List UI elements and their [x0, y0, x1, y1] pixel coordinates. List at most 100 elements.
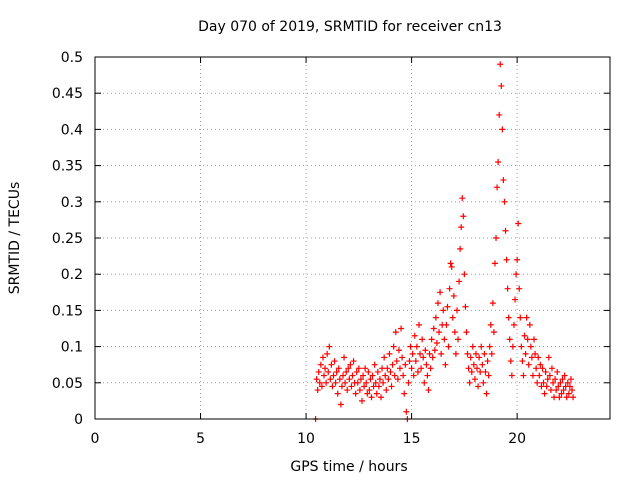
- data-point: [323, 379, 330, 386]
- axis-ticks: 0 0.05 0.1 0.15 0.2 0.25 0.3 0.35 0.4 0.45 0.5 0 5 10…: [52, 50, 610, 447]
- y-tick-label: 0.5: [61, 50, 83, 66]
- data-point: [313, 376, 320, 383]
- data-point: [497, 61, 504, 68]
- data-point: [322, 365, 329, 372]
- data-point: [355, 365, 362, 372]
- data-point: [515, 220, 522, 227]
- data-point: [521, 332, 528, 339]
- data-point: [504, 285, 511, 292]
- data-point: [330, 372, 337, 379]
- data-point: [384, 365, 391, 372]
- data-point: [540, 379, 547, 386]
- data-point: [464, 350, 471, 357]
- data-point: [343, 368, 350, 375]
- data-point: [527, 343, 534, 350]
- data-point: [462, 303, 469, 310]
- data-point: [471, 376, 478, 383]
- data-point: [368, 394, 375, 401]
- data-point: [369, 372, 376, 379]
- data-point: [563, 394, 570, 401]
- data-point: [474, 365, 481, 372]
- data-point: [318, 383, 325, 390]
- data-point: [469, 343, 476, 350]
- data-point: [395, 347, 402, 354]
- data-point: [423, 361, 430, 368]
- data-point: [446, 285, 453, 292]
- data-point: [539, 365, 546, 372]
- data-point: [321, 372, 328, 379]
- data-points: [312, 61, 577, 422]
- data-point: [455, 336, 462, 343]
- data-point: [390, 343, 397, 350]
- data-point: [518, 343, 525, 350]
- data-point: [452, 350, 459, 357]
- data-point: [367, 376, 374, 383]
- data-point: [500, 177, 507, 184]
- data-point: [523, 314, 530, 321]
- data-point: [453, 307, 460, 314]
- data-point: [360, 372, 367, 379]
- data-point: [535, 354, 542, 361]
- data-point: [472, 350, 479, 357]
- data-point: [346, 376, 353, 383]
- data-point: [409, 350, 416, 357]
- data-point: [520, 372, 527, 379]
- data-point: [371, 361, 378, 368]
- x-tick-label: 10: [297, 431, 315, 447]
- data-point: [410, 372, 417, 379]
- data-point: [391, 372, 398, 379]
- data-point: [457, 245, 464, 252]
- data-point: [522, 350, 529, 357]
- data-point: [537, 361, 544, 368]
- data-point: [417, 350, 424, 357]
- data-point: [400, 372, 407, 379]
- data-point: [327, 376, 334, 383]
- data-point: [381, 354, 388, 361]
- data-point: [468, 368, 475, 375]
- data-point: [470, 361, 477, 368]
- data-point: [345, 365, 352, 372]
- data-point: [331, 358, 338, 365]
- data-point: [432, 314, 439, 321]
- data-point: [366, 387, 373, 394]
- data-point: [431, 347, 438, 354]
- data-point: [445, 343, 452, 350]
- data-point: [411, 332, 418, 339]
- data-point: [412, 358, 419, 365]
- data-point: [487, 321, 494, 328]
- data-point: [419, 336, 426, 343]
- x-tick-label: 5: [196, 431, 205, 447]
- data-point: [444, 303, 451, 310]
- data-point: [340, 372, 347, 379]
- data-point: [352, 390, 359, 397]
- data-point: [482, 368, 489, 375]
- data-point: [547, 387, 554, 394]
- data-point: [560, 387, 567, 394]
- data-point: [335, 365, 342, 372]
- grid: [95, 57, 610, 419]
- data-point: [519, 358, 526, 365]
- data-point: [436, 329, 443, 336]
- x-axis-label: GPS time / hours: [290, 459, 407, 475]
- data-point: [402, 361, 409, 368]
- data-point: [557, 379, 564, 386]
- data-point: [451, 329, 458, 336]
- data-point: [533, 365, 540, 372]
- data-point: [388, 383, 395, 390]
- data-point: [513, 271, 520, 278]
- data-point: [466, 379, 473, 386]
- data-point: [544, 376, 551, 383]
- data-point: [567, 376, 574, 383]
- data-point: [353, 368, 360, 375]
- data-point: [363, 379, 370, 386]
- data-point: [413, 343, 420, 350]
- data-point: [501, 198, 508, 205]
- data-point: [380, 379, 387, 386]
- data-point: [425, 387, 432, 394]
- y-tick-label: 0.1: [61, 340, 83, 356]
- data-point: [554, 368, 561, 375]
- data-point: [422, 347, 429, 354]
- data-point: [532, 350, 539, 357]
- data-point: [373, 390, 380, 397]
